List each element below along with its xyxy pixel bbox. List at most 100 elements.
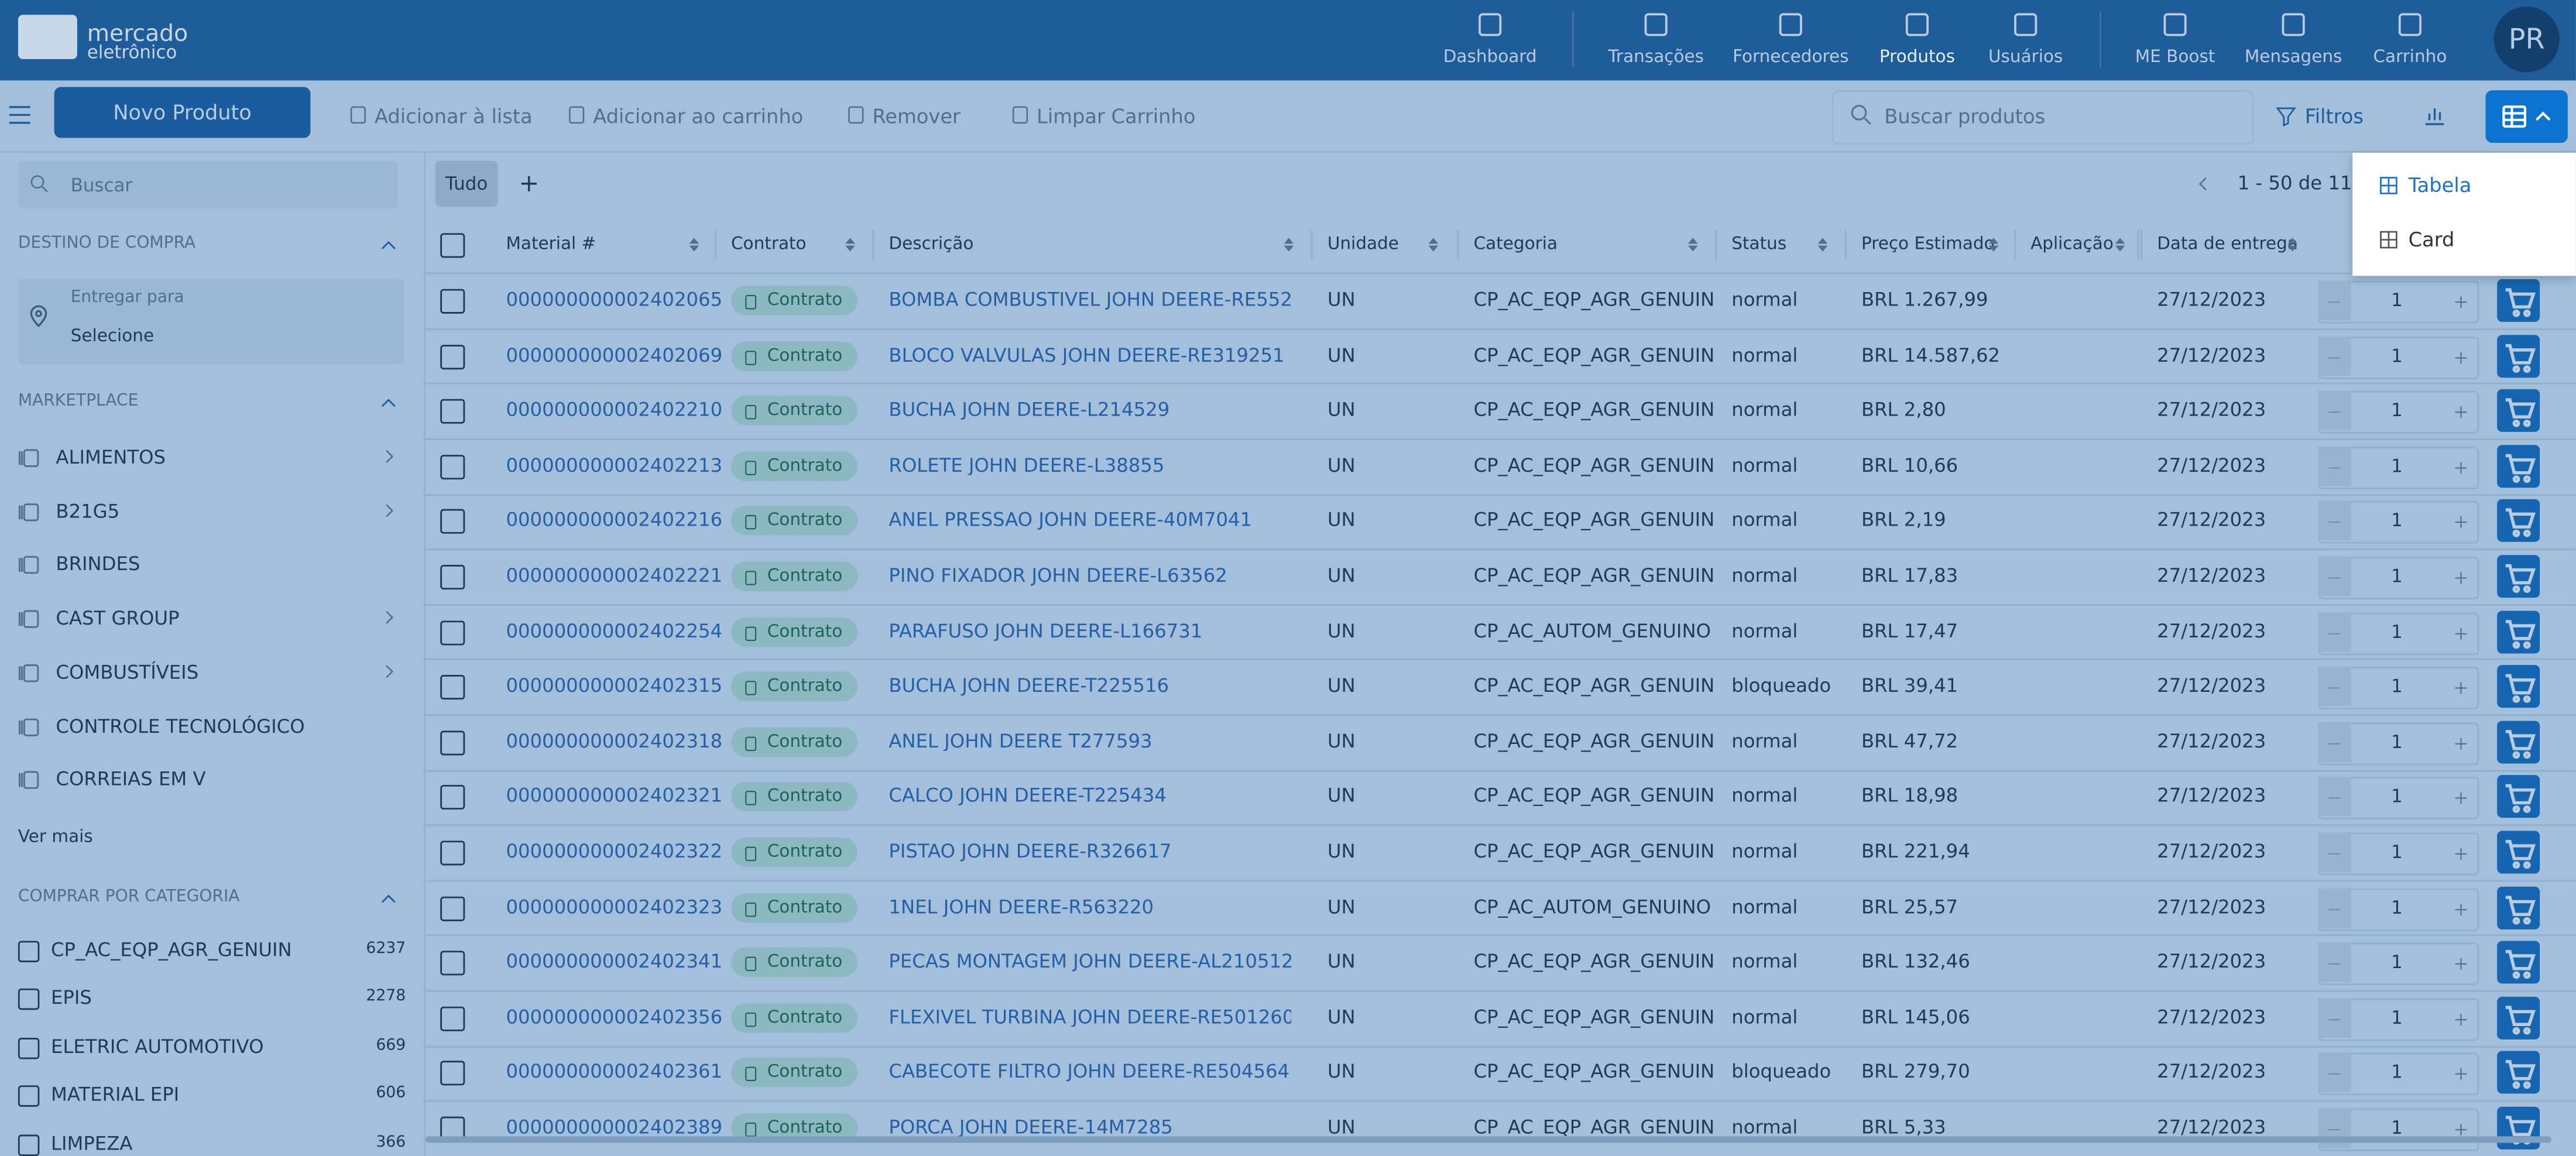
category-checkbox[interactable] xyxy=(18,941,40,962)
nav-item[interactable]: Fornecedores xyxy=(1733,47,1849,67)
column-header[interactable]: Unidade xyxy=(1327,234,1399,255)
marketplace-item[interactable]: CORREIAS EM V xyxy=(56,767,206,791)
quantity-minus[interactable] xyxy=(2318,942,2351,983)
add-to-cart-button[interactable] xyxy=(2497,499,2540,543)
description-link[interactable]: PARAFUSO JOHN DEERE-L166731 xyxy=(889,622,1203,642)
marketplace-item[interactable]: CAST GROUP xyxy=(56,606,180,630)
column-header[interactable]: Contrato xyxy=(730,234,807,255)
category-name[interactable]: LIMPEZA xyxy=(51,1131,133,1154)
marketplace-item[interactable]: BRINDES xyxy=(56,553,140,576)
material-link[interactable]: 000000000002402318 xyxy=(506,729,723,753)
nav-item[interactable]: Carrinho xyxy=(2373,47,2447,67)
nav-item[interactable]: Usuários xyxy=(1988,47,2063,67)
row-checkbox[interactable] xyxy=(440,509,465,534)
row-checkbox[interactable] xyxy=(440,289,465,314)
quantity-minus[interactable] xyxy=(2318,887,2351,927)
description-link[interactable]: ROLETE JOHN DEERE-L38855 xyxy=(889,457,1165,476)
description-link[interactable]: PISTAO JOHN DEERE-R326617 xyxy=(889,842,1172,862)
row-checkbox[interactable] xyxy=(440,1006,465,1031)
sidebar-search[interactable] xyxy=(18,160,398,209)
nav-item[interactable]: Mensagens xyxy=(2244,47,2342,67)
plus-icon[interactable] xyxy=(2452,733,2469,750)
collapse-icon[interactable] xyxy=(378,392,399,413)
category-checkbox[interactable] xyxy=(18,989,40,1011)
tab[interactable]: Tudo xyxy=(435,160,498,207)
plus-icon[interactable] xyxy=(2452,789,2469,805)
plus-icon[interactable] xyxy=(2452,403,2469,419)
add-to-cart-button[interactable] xyxy=(2497,886,2540,929)
description-link[interactable]: ANEL PRESSAO JOHN DEERE-40M7041 xyxy=(889,512,1253,531)
add-to-cart-button[interactable] xyxy=(2497,1051,2540,1095)
destination-box[interactable] xyxy=(18,279,404,365)
plus-icon[interactable] xyxy=(2452,348,2469,364)
material-link[interactable]: 000000000002402221 xyxy=(506,563,723,587)
plus-icon[interactable] xyxy=(2452,292,2469,308)
search-products[interactable] xyxy=(1831,90,2254,145)
chart-view-icon[interactable] xyxy=(2421,102,2448,128)
nav-icon[interactable] xyxy=(2011,10,2040,39)
add-tab[interactable]: + xyxy=(519,168,540,198)
nav-icon[interactable] xyxy=(1475,10,1505,39)
nav-icon[interactable] xyxy=(1641,10,1671,39)
category-name[interactable]: CP_AC_EQP_AGR_GENUIN xyxy=(51,938,292,961)
material-link[interactable]: 000000000002402216 xyxy=(506,508,723,531)
add-to-cart-button[interactable] xyxy=(2497,555,2540,598)
description-link[interactable]: PINO FIXADOR JOHN DEERE-L63562 xyxy=(889,567,1227,586)
quantity-minus[interactable] xyxy=(2318,335,2351,376)
row-checkbox[interactable] xyxy=(440,344,465,369)
column-header[interactable]: Descrição xyxy=(889,234,974,255)
add-to-cart-button[interactable] xyxy=(2497,665,2540,708)
row-checkbox[interactable] xyxy=(440,399,465,424)
row-checkbox[interactable] xyxy=(440,896,465,921)
action-icon[interactable] xyxy=(1010,105,1030,125)
quantity-minus[interactable] xyxy=(2318,557,2351,596)
nav-item[interactable]: Transações xyxy=(1608,47,1704,67)
row-checkbox[interactable] xyxy=(440,1061,465,1086)
quantity-minus[interactable] xyxy=(2318,446,2351,486)
action-icon[interactable] xyxy=(567,105,586,125)
marketplace-item[interactable]: CONTROLE TECNOLÓGICO xyxy=(56,714,305,737)
column-header[interactable]: Material # xyxy=(506,234,596,255)
nav-icon[interactable] xyxy=(1902,10,1932,39)
plus-icon[interactable] xyxy=(2452,1120,2469,1136)
nav-icon[interactable] xyxy=(1776,10,1806,39)
material-link[interactable]: 000000000002402356 xyxy=(506,1005,723,1028)
plus-icon[interactable] xyxy=(2452,623,2469,640)
plus-icon[interactable] xyxy=(2452,568,2469,585)
row-checkbox[interactable] xyxy=(440,785,465,811)
description-link[interactable]: BOMBA COMBUSTIVEL JOHN DEERE-RE5524... xyxy=(889,291,1292,310)
plus-icon[interactable] xyxy=(2452,458,2469,474)
material-link[interactable]: 000000000002402069 xyxy=(506,342,723,366)
plus-icon[interactable] xyxy=(2452,678,2469,695)
toolbar-action[interactable]: Remover xyxy=(872,105,961,128)
quantity-minus[interactable] xyxy=(2318,777,2351,817)
add-to-cart-button[interactable] xyxy=(2497,996,2540,1040)
new-product-button[interactable]: Novo Produto xyxy=(54,87,311,138)
category-checkbox[interactable] xyxy=(18,1037,40,1059)
row-checkbox[interactable] xyxy=(440,951,465,976)
plus-icon[interactable] xyxy=(2452,1065,2469,1081)
material-link[interactable]: 000000000002402210 xyxy=(506,398,723,421)
nav-icon[interactable] xyxy=(2160,10,2190,39)
description-link[interactable]: PORCA JOHN DEERE-14M7285 xyxy=(889,1119,1173,1138)
collapse-icon[interactable] xyxy=(378,235,399,256)
see-more[interactable]: Ver mais xyxy=(18,827,93,847)
material-link[interactable]: 000000000002402361 xyxy=(506,1060,723,1083)
header-checkbox[interactable] xyxy=(440,233,465,258)
material-link[interactable]: 000000000002402341 xyxy=(506,949,723,973)
plus-icon[interactable] xyxy=(2452,899,2469,915)
description-link[interactable]: BUCHA JOHN DEERE-L214529 xyxy=(889,401,1170,421)
category-name[interactable]: EPIS xyxy=(51,986,92,1010)
description-link[interactable]: CALCO JOHN DEERE-T225434 xyxy=(889,787,1167,807)
row-checkbox[interactable] xyxy=(440,565,465,590)
material-link[interactable]: 000000000002402389 xyxy=(506,1115,723,1138)
prev-page[interactable] xyxy=(2193,174,2213,194)
material-link[interactable]: 000000000002402315 xyxy=(506,674,723,697)
column-header[interactable]: Data de entrega xyxy=(2157,234,2298,255)
column-header[interactable]: Aplicação xyxy=(2030,234,2114,255)
action-icon[interactable] xyxy=(348,105,368,125)
collapse-icon[interactable] xyxy=(378,889,399,910)
menu-icon[interactable] xyxy=(6,102,33,128)
nav-item[interactable]: Produtos xyxy=(1879,47,1955,67)
add-to-cart-button[interactable] xyxy=(2497,610,2540,653)
